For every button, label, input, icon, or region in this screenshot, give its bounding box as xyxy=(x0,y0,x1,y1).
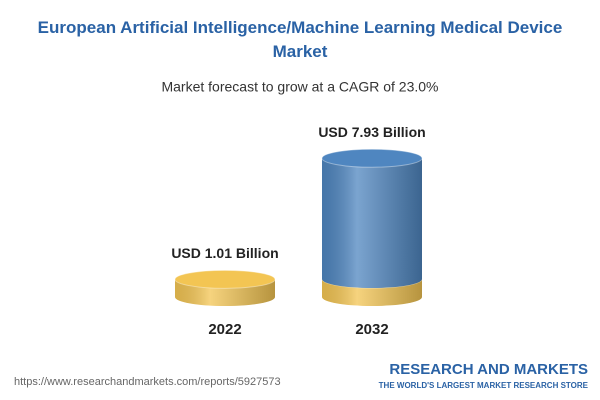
chart-subtitle: Market forecast to grow at a CAGR of 23.… xyxy=(161,79,438,95)
x-tick-label: 2032 xyxy=(355,321,388,338)
bar-body-shade xyxy=(322,158,422,288)
bar xyxy=(174,269,276,306)
source-url: https://www.researchandmarkets.com/repor… xyxy=(14,376,281,388)
bar-body-top xyxy=(321,148,423,168)
bar-base-top xyxy=(174,269,276,289)
brand: RESEARCH AND MARKETS xyxy=(389,361,588,378)
value-label: USD 1.01 Billion xyxy=(171,245,278,261)
x-tick-label: 2022 xyxy=(208,321,241,338)
bar xyxy=(321,148,423,306)
value-label: USD 7.93 Billion xyxy=(318,124,425,140)
tagline: THE WORLD'S LARGEST MARKET RESEARCH STOR… xyxy=(379,381,589,390)
chart-title: European Artificial Intelligence/Machine… xyxy=(37,18,563,61)
